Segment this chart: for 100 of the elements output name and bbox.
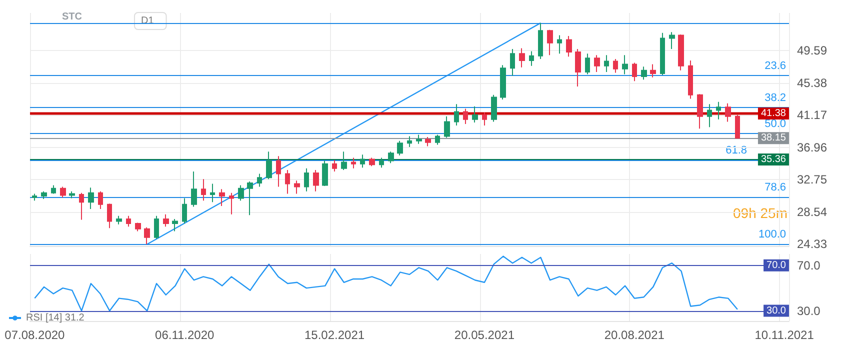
candlestick xyxy=(229,192,234,215)
candlestick xyxy=(547,29,553,56)
candlestick xyxy=(463,108,468,125)
candlestick xyxy=(435,134,440,146)
candlestick xyxy=(51,184,56,194)
x-tick-label: 20.05.2021 xyxy=(454,328,515,342)
candlestick xyxy=(735,114,740,140)
candlestick xyxy=(510,48,515,76)
candlestick xyxy=(41,190,47,200)
candlestick xyxy=(172,218,178,232)
candlestick xyxy=(304,168,309,192)
candlestick xyxy=(210,183,215,203)
candlestick xyxy=(341,151,347,170)
candlestick xyxy=(247,180,253,216)
candlestick xyxy=(107,203,112,229)
candlestick xyxy=(182,198,187,224)
candlestick xyxy=(725,102,731,122)
y-tick-label: 24.33 xyxy=(797,237,828,251)
candlestick xyxy=(707,104,712,128)
candlestick xyxy=(622,54,628,75)
candlestick xyxy=(294,180,300,194)
candlestick xyxy=(88,187,94,210)
candlestick xyxy=(351,157,356,169)
candlestick xyxy=(191,170,197,208)
candlestick xyxy=(98,190,103,210)
y-tick-label: 32.75 xyxy=(797,172,828,187)
annotation: 100.0 xyxy=(758,228,786,241)
candlestick xyxy=(604,54,609,72)
candlestick xyxy=(332,160,337,172)
candlestick xyxy=(669,32,675,50)
x-tick-label: 10.11.2021 xyxy=(754,328,814,342)
candlestick xyxy=(266,151,272,180)
candlestick xyxy=(238,184,244,202)
candlestick xyxy=(126,215,131,228)
ref-line-label: 38.15 xyxy=(760,132,786,144)
candlestick xyxy=(660,32,665,76)
candlestick xyxy=(613,58,618,74)
candlestick xyxy=(397,140,403,156)
candlestick xyxy=(388,151,394,164)
candlestick xyxy=(201,178,206,202)
candlestick xyxy=(360,154,365,168)
candlestick xyxy=(585,53,590,75)
candlestick xyxy=(500,64,506,100)
candlestick xyxy=(650,64,656,78)
candlestick xyxy=(519,48,525,68)
candlestick xyxy=(575,48,581,88)
candlestick xyxy=(416,134,422,144)
candlestick xyxy=(697,94,703,130)
candlestick xyxy=(32,193,37,202)
annotation: 38.2 xyxy=(764,92,786,104)
y-tick-label: 36.96 xyxy=(797,140,828,154)
candlestick xyxy=(369,157,375,167)
y-tick-label: 49.59 xyxy=(797,44,828,58)
x-tick-label: 15.02.2021 xyxy=(304,328,365,342)
candlestick xyxy=(641,66,647,80)
candlestick xyxy=(491,94,497,122)
candlestick xyxy=(557,34,562,54)
annotation: 78.6 xyxy=(764,181,786,194)
candlestick xyxy=(219,188,225,206)
candlestick xyxy=(60,186,66,198)
candlestick xyxy=(444,116,450,138)
candlestick xyxy=(276,156,281,188)
candlestick xyxy=(688,60,693,100)
candlestick xyxy=(379,157,384,168)
legend-label: RSI [14] 31.2 xyxy=(26,312,85,324)
x-tick-label: 07.08.2020 xyxy=(4,328,66,342)
candlestick xyxy=(135,222,141,232)
candlestick xyxy=(116,215,122,225)
x-tick-label: 06.11.2020 xyxy=(155,328,215,342)
y-tick-label: 28.54 xyxy=(797,204,828,219)
candlestick xyxy=(407,136,412,148)
y-tick-label: 45.38 xyxy=(797,76,828,90)
candlestick xyxy=(716,101,721,120)
candlestick xyxy=(313,169,319,192)
candlestick xyxy=(594,54,600,72)
candlestick xyxy=(538,22,543,60)
candlestick xyxy=(79,192,84,220)
annotation: 23.6 xyxy=(764,60,786,72)
candlestick xyxy=(69,190,75,199)
candlestick xyxy=(529,50,534,66)
candlestick xyxy=(472,106,478,123)
candlestick xyxy=(425,136,431,147)
candlestick xyxy=(632,62,637,82)
candlestick xyxy=(566,35,572,58)
candlestick xyxy=(285,169,290,194)
y-tick-label: 41.17 xyxy=(797,108,828,122)
x-tick-label: 20.08.2021 xyxy=(604,328,665,342)
candlestick xyxy=(454,104,459,126)
line-series xyxy=(34,256,738,312)
annotation: STC xyxy=(62,12,82,22)
ref-line-label: 41.38 xyxy=(760,108,786,119)
candlestick xyxy=(144,226,150,245)
candlestick xyxy=(154,215,159,240)
candlestick xyxy=(322,160,328,187)
annotation: 50.0 xyxy=(764,118,786,130)
candlestick xyxy=(163,214,169,228)
ref-line-label: 35.36 xyxy=(760,154,786,166)
candlestick xyxy=(678,34,684,71)
candlestick xyxy=(257,173,262,188)
candlestick xyxy=(482,112,487,126)
